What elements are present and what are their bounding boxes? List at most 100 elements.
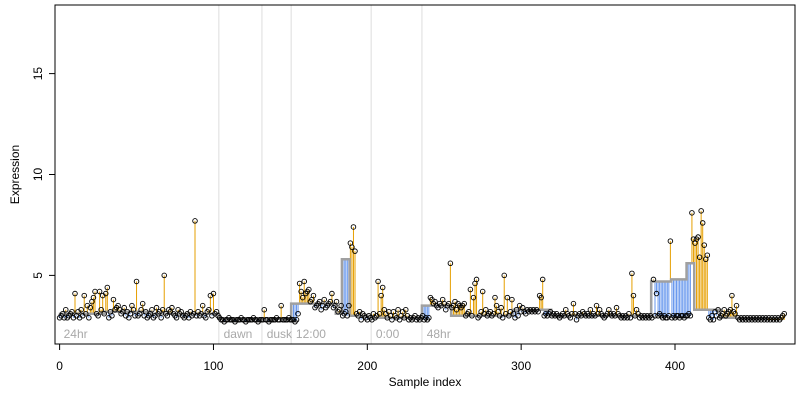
data-point xyxy=(699,220,706,226)
data-point xyxy=(461,300,467,307)
data-point xyxy=(704,252,711,258)
segment-label: dusk xyxy=(267,327,293,341)
data-point xyxy=(375,278,381,285)
data-point xyxy=(729,292,735,299)
data-point xyxy=(490,310,497,317)
data-point xyxy=(498,304,504,311)
data-point xyxy=(78,306,84,313)
data-point xyxy=(710,317,717,323)
data-point xyxy=(101,310,107,317)
data-point xyxy=(453,306,460,313)
data-point xyxy=(403,306,409,313)
x-tick-label: 100 xyxy=(203,359,223,373)
segment-label: dawn xyxy=(224,327,253,341)
data-point xyxy=(338,302,344,309)
data-point xyxy=(159,306,166,313)
segment-label: 48hr xyxy=(427,327,451,341)
data-point xyxy=(246,317,252,323)
data-point xyxy=(98,306,104,313)
data-point xyxy=(653,290,660,297)
data-point xyxy=(301,278,307,285)
data-point xyxy=(358,317,364,323)
data-point xyxy=(389,317,395,323)
data-point xyxy=(698,208,704,214)
data-point xyxy=(61,315,67,321)
data-point xyxy=(469,313,475,319)
data-point xyxy=(206,306,212,313)
data-point xyxy=(261,306,267,313)
data-point xyxy=(499,315,506,321)
data-point xyxy=(501,272,507,279)
data-point xyxy=(650,276,657,283)
data-point xyxy=(535,308,541,315)
data-point xyxy=(695,234,701,240)
data-point xyxy=(446,300,452,307)
data-point xyxy=(346,302,352,309)
data-point xyxy=(570,300,577,307)
data-point xyxy=(83,310,89,317)
data-point xyxy=(715,306,721,313)
data-point xyxy=(173,315,180,321)
data-point xyxy=(278,302,284,309)
y-axis: 5 10 15 xyxy=(31,67,56,279)
data-point xyxy=(199,302,206,309)
data-point xyxy=(470,294,477,301)
data-point xyxy=(586,313,592,319)
data-point xyxy=(539,276,546,283)
data-point xyxy=(426,315,432,321)
data-point xyxy=(256,317,263,323)
data-point xyxy=(210,290,217,297)
data-point xyxy=(103,290,109,297)
data-point xyxy=(321,296,327,303)
data-point xyxy=(86,315,92,321)
data-point xyxy=(667,238,674,244)
data-point xyxy=(127,310,134,317)
data-point xyxy=(164,313,171,319)
data-point xyxy=(296,280,303,287)
data-point xyxy=(350,224,357,230)
data-point xyxy=(298,288,304,295)
data-point xyxy=(143,308,149,315)
data-point xyxy=(378,292,384,299)
data-point xyxy=(569,310,575,317)
data-point xyxy=(306,286,312,293)
data-point xyxy=(781,310,787,317)
data-point xyxy=(169,304,175,311)
data-point xyxy=(538,294,544,301)
data-point xyxy=(513,306,520,313)
data-point xyxy=(295,310,301,317)
data-point xyxy=(696,254,703,260)
data-point xyxy=(299,294,306,301)
data-point xyxy=(732,310,738,317)
data-point xyxy=(627,315,634,321)
data-point xyxy=(269,317,275,323)
data-point xyxy=(466,308,472,315)
data-point xyxy=(687,313,694,319)
data-point xyxy=(96,288,103,295)
data-point xyxy=(153,304,160,311)
data-point xyxy=(515,313,521,319)
data-point xyxy=(479,288,486,295)
data-point xyxy=(395,306,401,313)
x-tick-label: 0 xyxy=(56,359,63,373)
data-point xyxy=(81,292,87,299)
data-point xyxy=(138,306,144,313)
data-point xyxy=(493,302,500,309)
data-point xyxy=(69,308,75,315)
y-tick-label: 5 xyxy=(31,272,45,279)
x-tick-label: 200 xyxy=(357,359,377,373)
data-point xyxy=(504,294,511,301)
data-point xyxy=(130,306,137,313)
data-point xyxy=(293,317,300,323)
data-point xyxy=(104,284,111,291)
data-point xyxy=(161,272,167,279)
segment-labels: 24hr dawn dusk 12:00 0:00 48hr xyxy=(64,327,451,341)
data-point xyxy=(587,306,594,313)
data-point xyxy=(630,292,637,299)
data-point xyxy=(721,306,727,313)
data-point xyxy=(333,298,340,305)
data-point xyxy=(613,304,620,311)
data-point xyxy=(689,210,695,216)
y-tick-label: 10 xyxy=(31,168,45,182)
